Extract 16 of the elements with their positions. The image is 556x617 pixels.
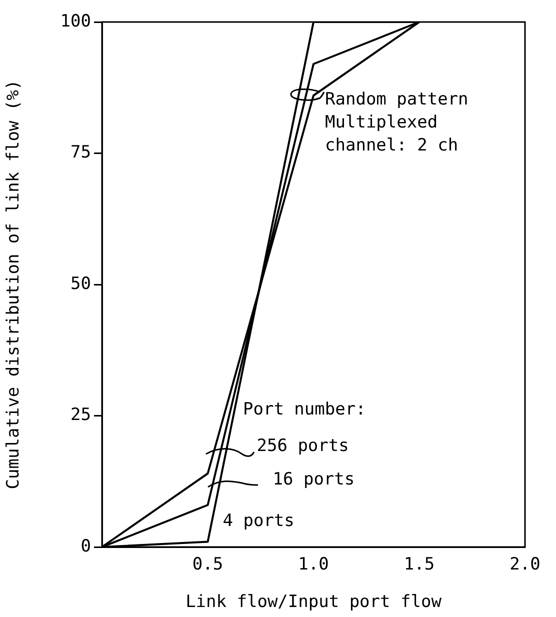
y-tick-label: 25 — [70, 405, 91, 426]
x-tick-label: 0.5 — [192, 554, 224, 575]
annotation: Random pattern Multiplexed channel: 2 ch — [325, 89, 468, 156]
legend-label: 256 ports — [256, 436, 349, 456]
annotation: Port number: — [243, 399, 366, 420]
x-tick-label: 2.0 — [510, 554, 540, 575]
x-tick-label: 1.5 — [404, 554, 435, 575]
y-axis-title: Cumulative distribution of link flow (%) — [4, 80, 24, 490]
series-label: 4 ports — [222, 511, 294, 532]
x-tick-label: 1.0 — [298, 554, 329, 575]
x-axis-title: Link flow/Input port flow — [186, 592, 442, 612]
y-tick-label: 0 — [80, 536, 91, 556]
y-tick-label: 100 — [60, 11, 91, 32]
y-tick-label: 75 — [70, 142, 91, 163]
legend-label: 16 ports — [272, 469, 355, 490]
y-tick-label: 50 — [70, 274, 91, 294]
